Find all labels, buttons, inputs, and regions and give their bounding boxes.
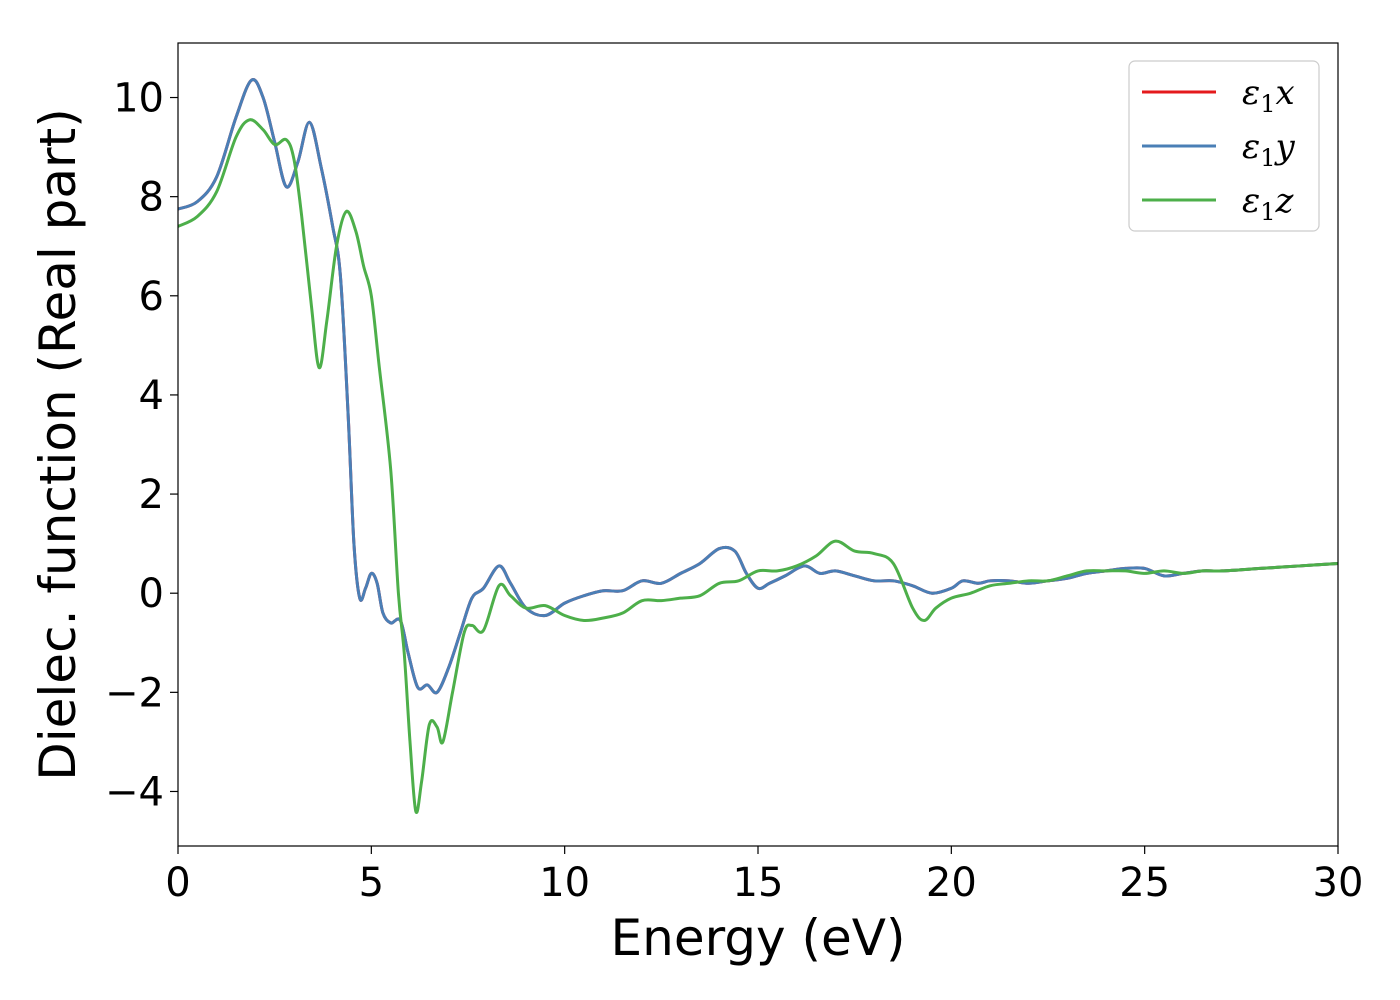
x-tick-label: 15 — [733, 860, 784, 906]
y-tick-label: 10 — [113, 76, 164, 122]
x-tick-label: 25 — [1119, 860, 1170, 906]
y-tick-label: −4 — [105, 769, 164, 815]
y-tick-label: 8 — [139, 175, 164, 221]
x-tick-label: 20 — [926, 860, 977, 906]
x-tick-label: 30 — [1313, 860, 1364, 906]
y-axis: −4 −2 0 2 4 6 8 10 — [105, 76, 178, 815]
x-tick-label: 5 — [359, 860, 384, 906]
legend-label-x: ε1x — [1242, 73, 1295, 118]
legend: ε1x ε1y ε1z — [1128, 60, 1320, 232]
legend-label-z: ε1z — [1242, 181, 1295, 226]
y-tick-label: 4 — [139, 373, 164, 419]
legend-box — [1128, 60, 1320, 232]
x-axis-label: Energy (eV) — [611, 909, 906, 967]
y-tick-label: 0 — [139, 571, 164, 617]
y-tick-label: 2 — [139, 472, 164, 518]
y-tick-label: −2 — [105, 670, 164, 716]
x-axis: 0 5 10 15 20 25 30 — [165, 846, 1363, 906]
x-tick-label: 10 — [539, 860, 590, 906]
legend-label-y: ε1y — [1242, 127, 1296, 172]
y-axis-label: Dielec. function (Real part) — [29, 108, 87, 780]
y-tick-label: 6 — [139, 274, 164, 320]
series-line-z — [178, 118, 1338, 815]
series-layer — [178, 78, 1338, 815]
x-tick-label: 0 — [165, 860, 190, 906]
